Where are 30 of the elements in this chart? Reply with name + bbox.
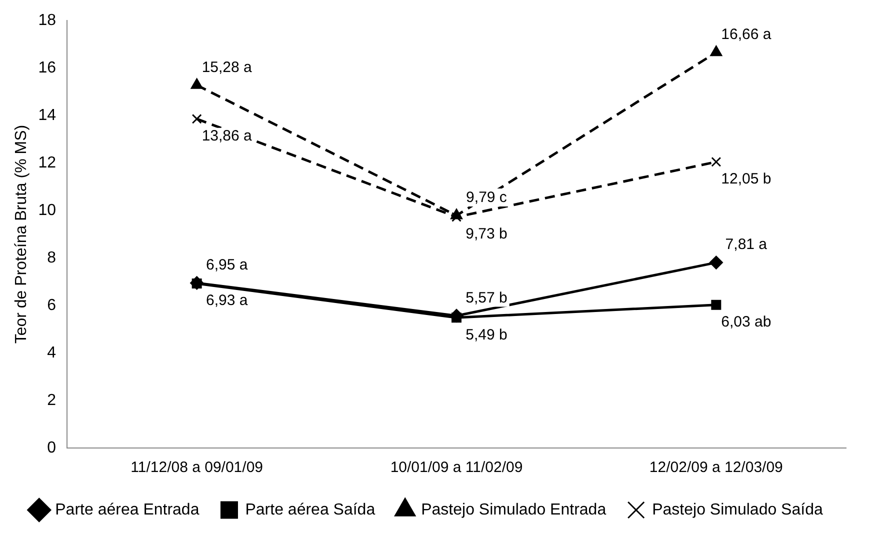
data-label: 9,79 c bbox=[466, 189, 508, 206]
y-axis-title: Teor de Proteína Bruta (% MS) bbox=[13, 124, 30, 344]
data-label: 5,57 b bbox=[466, 289, 508, 306]
y-tick-label: 8 bbox=[47, 249, 56, 266]
y-tick-label: 0 bbox=[47, 439, 56, 456]
legend-label: Parte aérea Saída bbox=[245, 501, 376, 518]
x-tick-label: 10/01/09 a 11/02/09 bbox=[390, 459, 523, 476]
data-label: 6,03 ab bbox=[721, 313, 772, 330]
legend-label: Parte aérea Entrada bbox=[55, 501, 200, 518]
y-tick-label: 18 bbox=[38, 12, 56, 30]
y-tick-label: 10 bbox=[38, 202, 56, 219]
legend-label: Pastejo Simulado Saída bbox=[652, 501, 823, 518]
data-label: 15,28 a bbox=[202, 58, 253, 76]
legend-label: Pastejo Simulado Entrada bbox=[421, 501, 606, 518]
y-tick-label: 14 bbox=[38, 106, 56, 124]
x-tick-label: 11/12/08 a 09/01/09 bbox=[130, 459, 264, 476]
data-label: 6,95 a bbox=[206, 256, 248, 274]
y-tick-label: 12 bbox=[38, 154, 56, 172]
y-tick-label: 4 bbox=[47, 344, 56, 362]
y-tick-label: 6 bbox=[47, 296, 56, 314]
data-label: 9,73 b bbox=[466, 226, 508, 243]
data-label: 7,81 a bbox=[725, 236, 768, 254]
data-label: 6,93 a bbox=[206, 292, 248, 310]
y-tick-label: 2 bbox=[47, 392, 56, 409]
data-label: 12,05 b bbox=[721, 170, 772, 188]
data-label: 5,49 b bbox=[466, 326, 508, 344]
data-label: 16,66 a bbox=[721, 26, 772, 44]
data-label: 13,86 a bbox=[202, 128, 253, 145]
x-tick-label: 12/02/09 a 12/03/09 bbox=[649, 459, 783, 476]
y-tick-label: 16 bbox=[38, 59, 56, 76]
